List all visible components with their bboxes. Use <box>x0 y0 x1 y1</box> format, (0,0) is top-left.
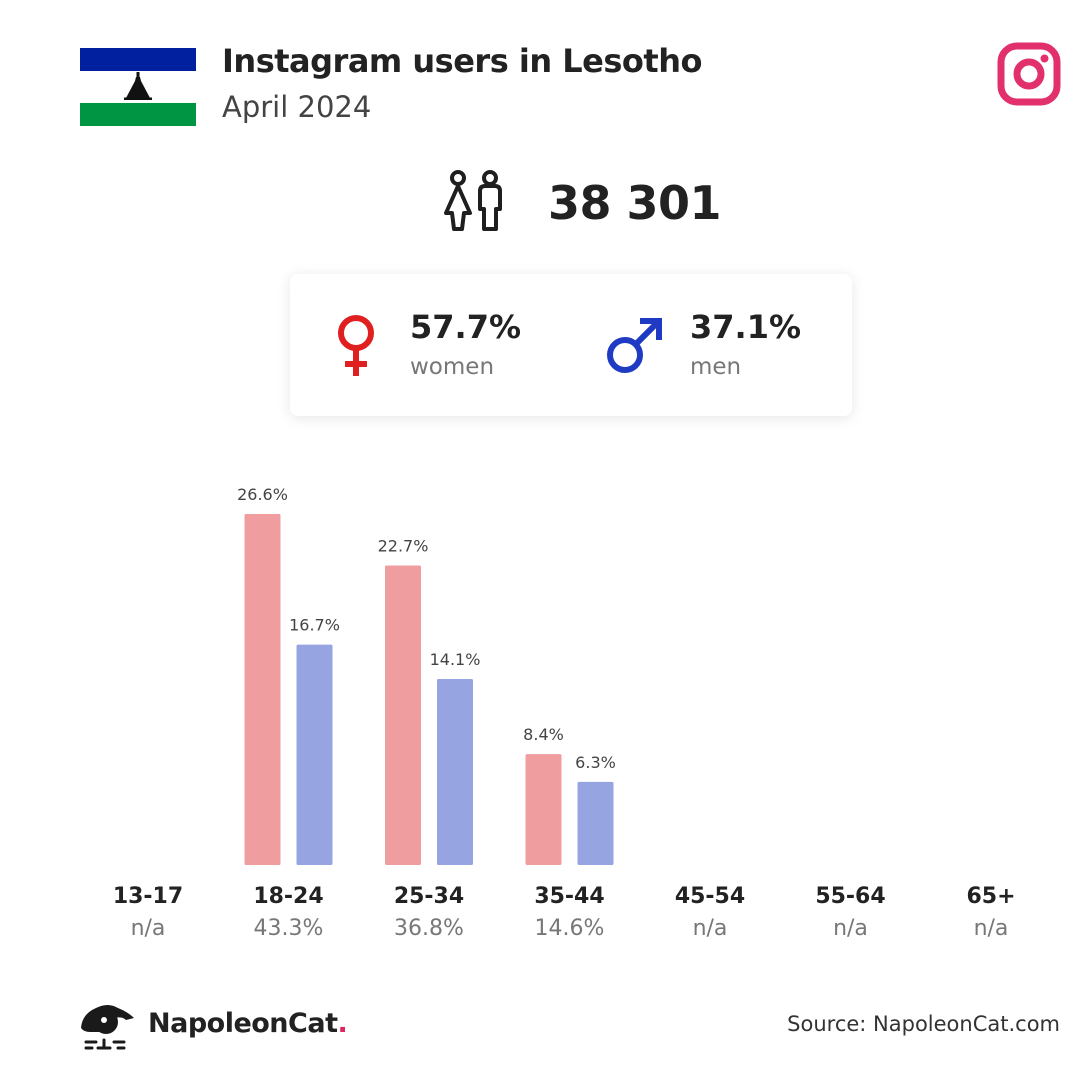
age-share-25-34: 36.8% <box>394 916 464 941</box>
total-users-value: 38 301 <box>548 176 722 230</box>
page-title: Instagram users in Lesotho <box>222 42 702 80</box>
female-symbol-icon <box>338 315 374 376</box>
napoleoncat-logo-icon <box>81 1005 134 1050</box>
male-symbol-icon <box>607 318 662 373</box>
age-bar-chart: 26.6% 16.7% 22.7% 14.1% 8.4% 6.3% <box>237 485 616 865</box>
bar-women-25-34 <box>385 565 421 865</box>
bar-men-35-44 <box>577 781 614 865</box>
age-label-45-54: 45-54 <box>674 884 746 909</box>
age-label-55-64: 55-64 <box>815 884 886 909</box>
bar-value-label-women-25-34: 22.7% <box>378 536 429 555</box>
bar-men-18-24 <box>296 644 333 865</box>
bar-value-label-men-18-24: 16.7% <box>289 616 340 635</box>
bar-women-18-24 <box>244 514 281 865</box>
bar-value-label-men-25-34: 14.1% <box>430 650 481 669</box>
bar-value-label-men-35-44: 6.3% <box>575 753 616 772</box>
men-percent: 37.1% <box>690 308 802 346</box>
women-label: women <box>410 354 495 380</box>
age-share-65+: n/a <box>973 916 1009 941</box>
total-users: 38 301 <box>440 166 722 240</box>
age-label-65+: 65+ <box>966 884 1016 909</box>
instagram-icon <box>997 42 1061 106</box>
bar-value-label-women-35-44: 8.4% <box>523 725 564 744</box>
lesotho-flag-icon <box>80 48 196 126</box>
age-share-35-44: 14.6% <box>534 916 605 941</box>
women-percent: 57.7% <box>410 308 522 346</box>
age-label-25-34: 25-34 <box>393 884 465 909</box>
page-subtitle: April 2024 <box>222 90 372 124</box>
source-credit: Source: NapoleonCat.com <box>787 1012 1060 1036</box>
gender-card: 57.7% women 37.1% men <box>290 274 852 416</box>
brand-name: NapoleonCat. <box>148 1008 348 1039</box>
men-label: men <box>690 354 742 380</box>
age-label-18-24: 18-24 <box>253 884 324 909</box>
brand-text: NapoleonCat <box>148 1008 338 1039</box>
age-label-13-17: 13-17 <box>112 884 184 909</box>
age-share-55-64: n/a <box>833 916 868 941</box>
age-label-35-44: 35-44 <box>534 884 605 909</box>
people-icon <box>444 170 502 231</box>
bar-men-25-34 <box>437 678 473 865</box>
bar-women-35-44 <box>525 754 562 865</box>
age-share-45-54: n/a <box>692 916 728 941</box>
age-share-18-24: 43.3% <box>253 916 324 941</box>
age-share-13-17: n/a <box>130 916 166 941</box>
bar-value-label-women-18-24: 26.6% <box>237 485 288 504</box>
brand-dot: . <box>337 1008 348 1039</box>
